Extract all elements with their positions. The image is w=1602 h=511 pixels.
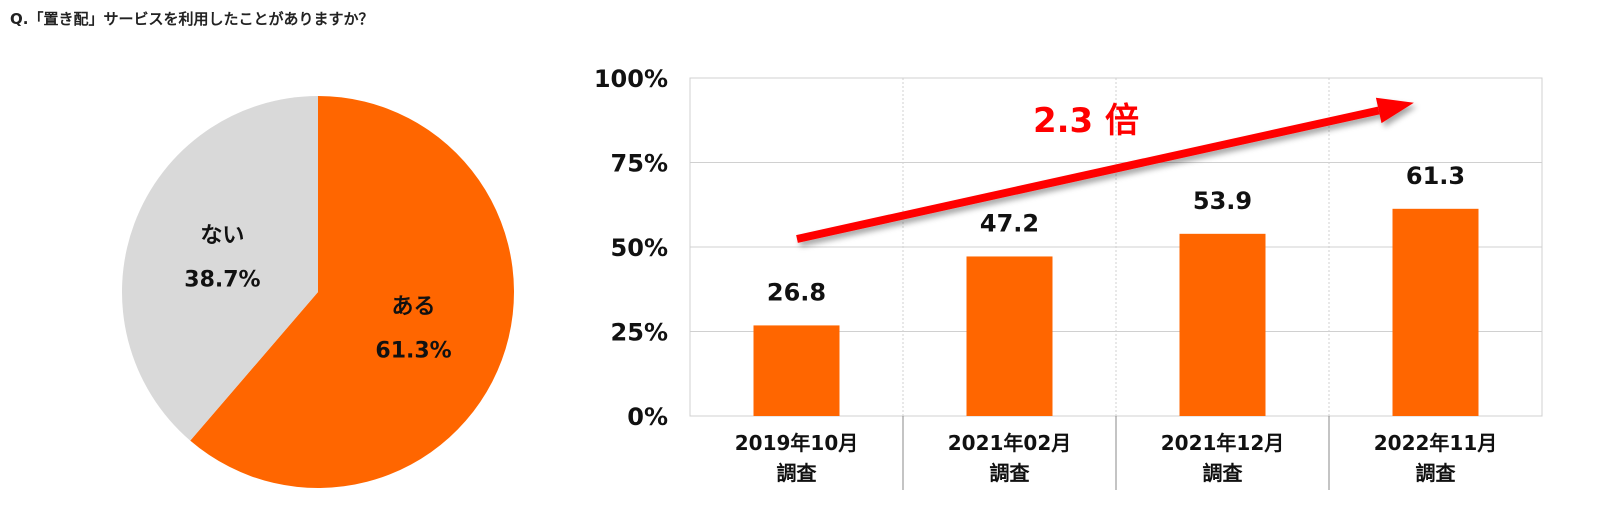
trend-arrow (796, 97, 1414, 243)
x-tick-label-2: 2021年12月 (1161, 431, 1285, 455)
bar-value-label-0: 26.8 (767, 278, 826, 306)
x-tick-sublabel-3: 調査 (1416, 461, 1456, 485)
pie-label-1: ない (200, 224, 244, 249)
y-tick-label-1: 25% (611, 319, 668, 347)
question-title: Q.「置き配」サービスを利用したことがありますか？ (10, 10, 374, 28)
x-tick-sublabel-2: 調査 (1203, 461, 1243, 485)
pie-value-1: 38.7% (184, 268, 260, 293)
x-tick-sublabel-1: 調査 (990, 461, 1030, 485)
y-tick-label-3: 75% (611, 150, 668, 178)
trend-arrow-shaft (796, 106, 1380, 243)
bar-1 (966, 256, 1053, 416)
x-tick-label-0: 2019年10月 (735, 431, 859, 455)
bar-2 (1179, 233, 1266, 416)
y-tick-label-0: 0% (627, 403, 668, 431)
bar-value-label-3: 61.3 (1406, 162, 1465, 190)
bar-value-label-1: 47.2 (980, 209, 1039, 237)
bar-0 (753, 325, 840, 416)
trend-arrow-head (1375, 97, 1414, 124)
y-tick-label-2: 50% (611, 234, 668, 262)
pie-value-0: 61.3% (375, 338, 451, 363)
pie-slice-1 (122, 96, 318, 441)
y-tick-label-4: 100% (594, 65, 668, 93)
growth-annotation: 2.3 倍 (1033, 101, 1139, 141)
pie-slice-0 (190, 96, 515, 488)
bar-value-label-2: 53.9 (1193, 187, 1252, 215)
pie-chart: ある 61.3% ない 38.7% (122, 96, 515, 488)
x-tick-label-3: 2022年11月 (1374, 431, 1498, 455)
x-tick-label-1: 2021年02月 (948, 431, 1072, 455)
bar-3 (1392, 208, 1479, 416)
pie-label-0: ある (392, 294, 436, 319)
x-tick-sublabel-0: 調査 (777, 461, 817, 485)
